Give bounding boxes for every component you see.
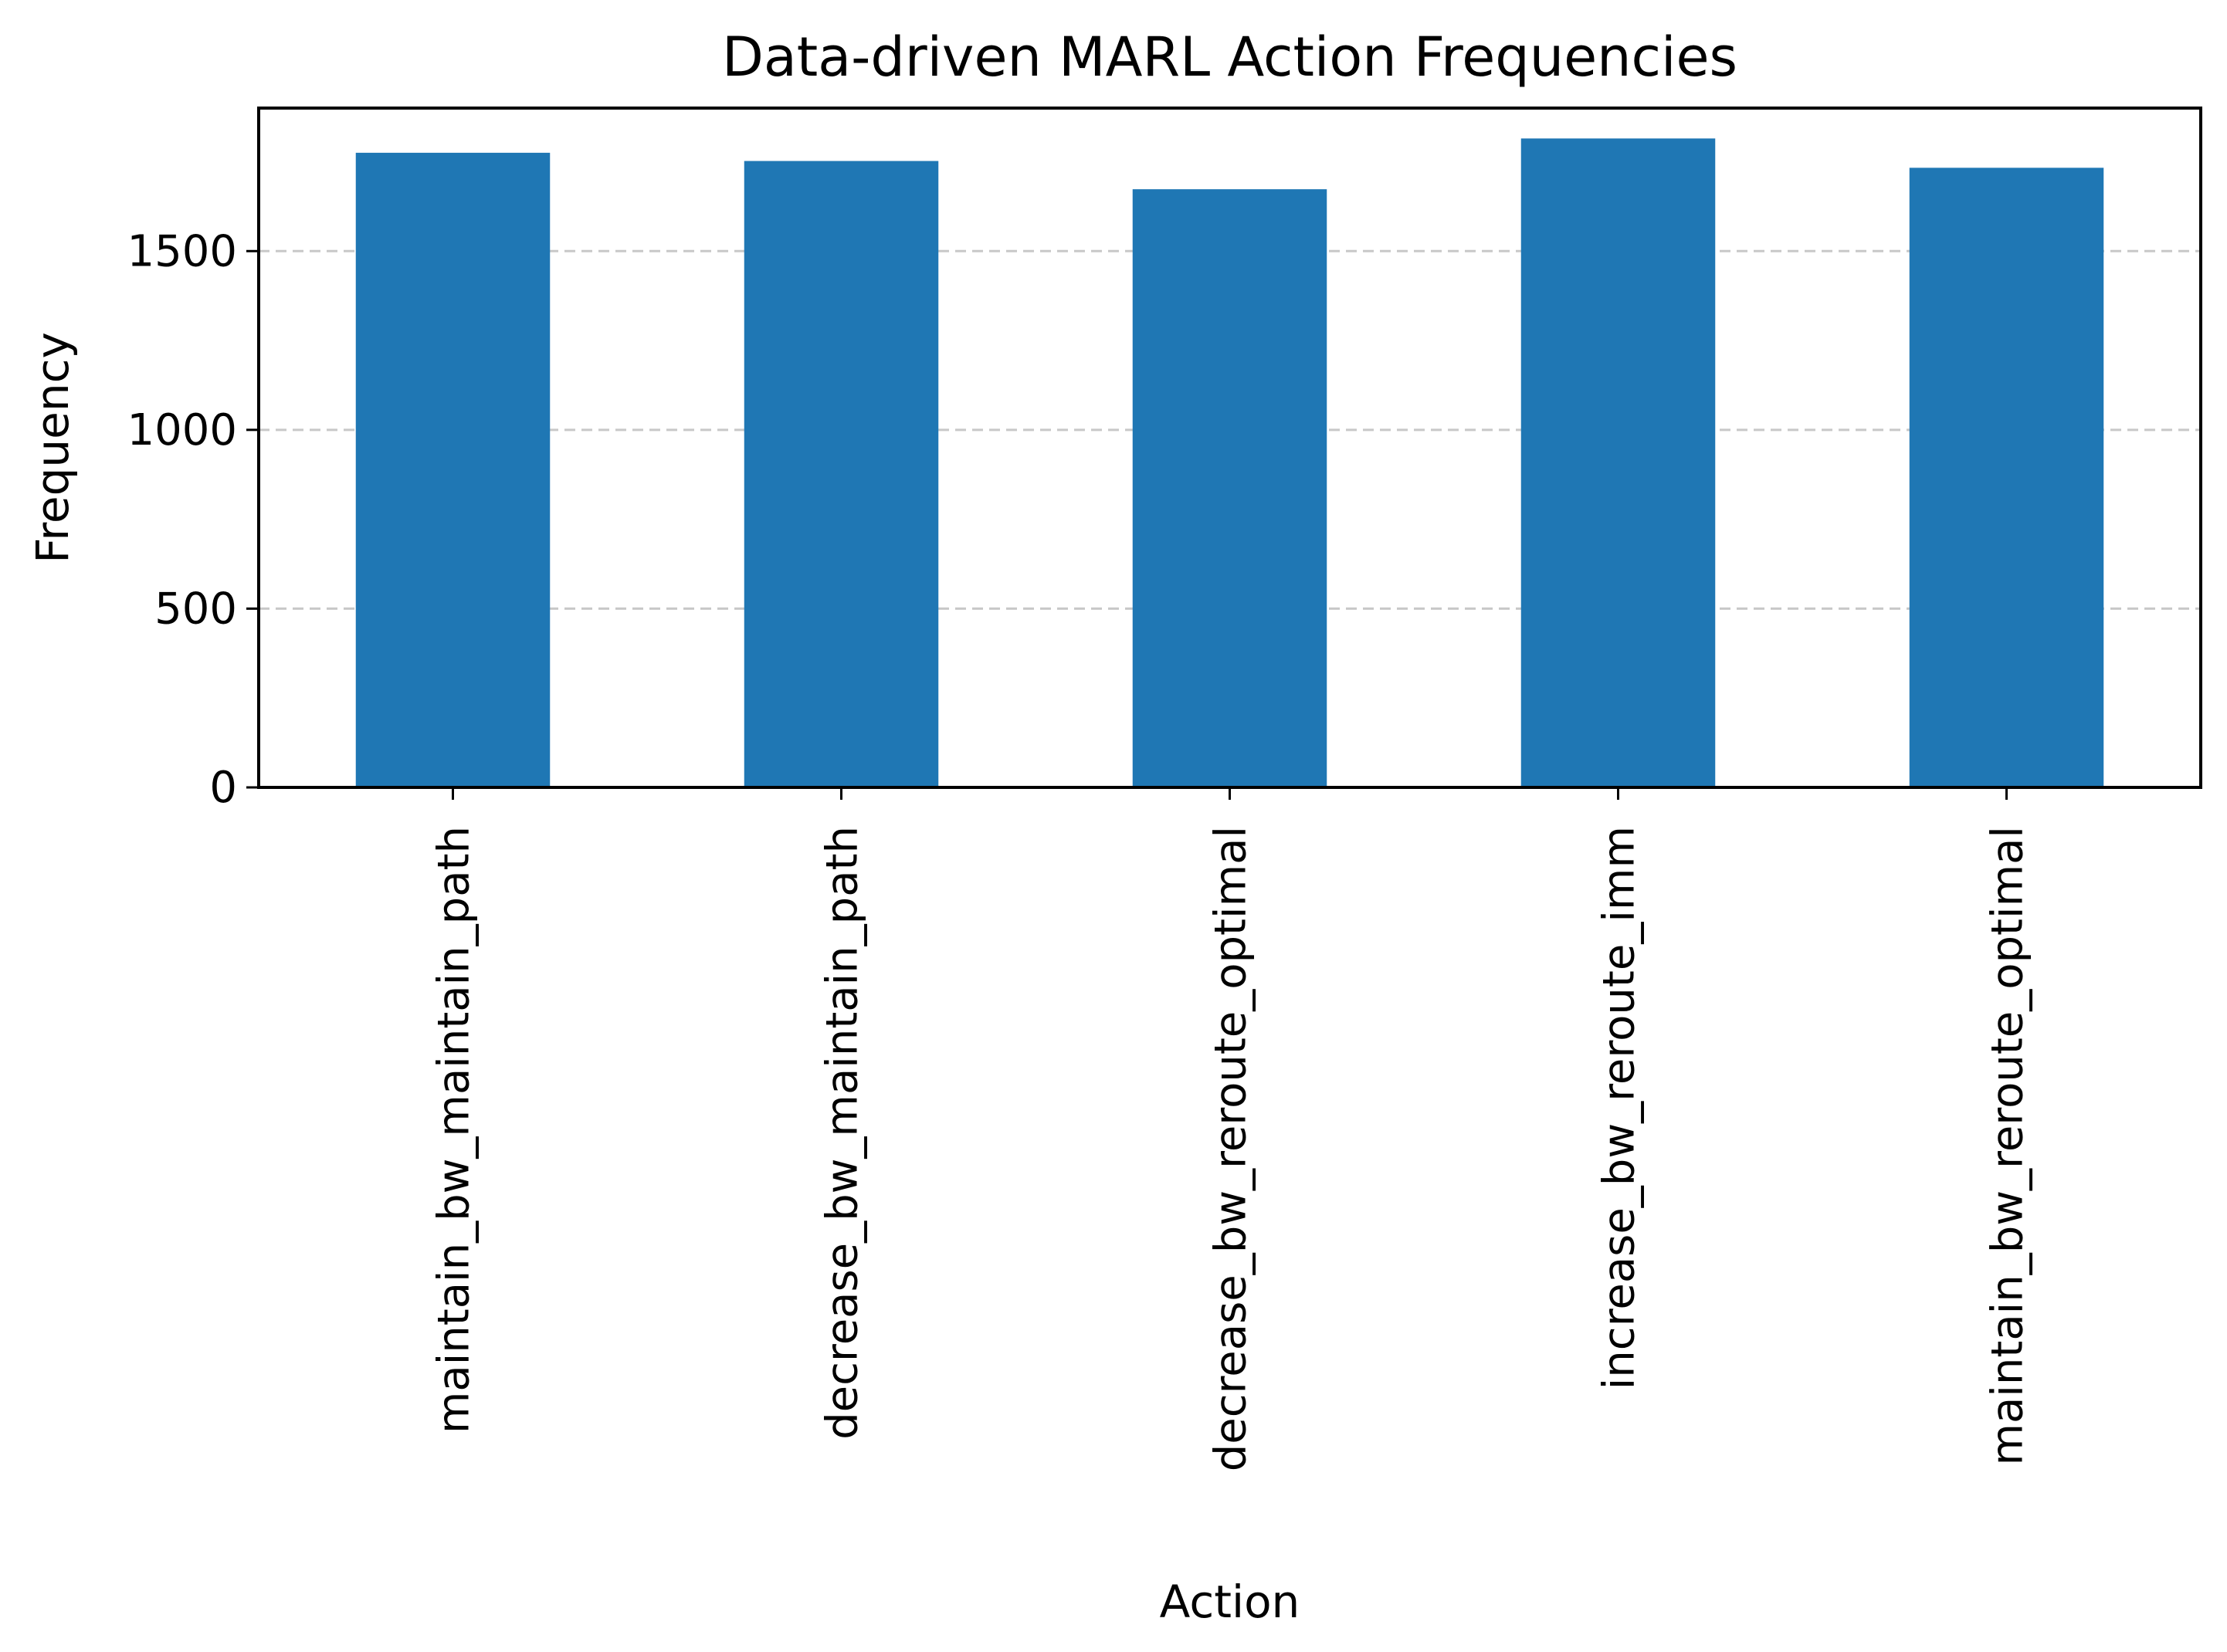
- y-tick-label: 500: [154, 584, 237, 634]
- y-axis-ticks: 0 500 1000 1500: [127, 226, 259, 813]
- x-tick-label: maintain_bw_maintain_path: [429, 826, 480, 1434]
- bar: [744, 161, 939, 787]
- y-tick-label: 0: [209, 763, 237, 813]
- bar: [1132, 189, 1327, 787]
- y-tick-label: 1500: [127, 226, 237, 276]
- x-tick-label: increase_bw_reroute_imm: [1595, 826, 1645, 1390]
- y-axis-label: Frequency: [26, 332, 79, 564]
- x-tick-label: decrease_bw_reroute_optimal: [1206, 826, 1256, 1471]
- bar: [355, 152, 551, 788]
- y-tick-label: 1000: [127, 405, 237, 455]
- chart-title: Data-driven MARL Action Frequencies: [722, 25, 1737, 89]
- x-tick-label: decrease_bw_maintain_path: [818, 826, 868, 1440]
- x-axis-ticks: maintain_bw_maintain_path decrease_bw_mai…: [429, 787, 2033, 1471]
- bars: [355, 138, 2104, 788]
- bar: [1520, 138, 1716, 788]
- bar: [1909, 168, 2104, 788]
- x-tick-label: maintain_bw_reroute_optimal: [1983, 826, 2033, 1466]
- x-axis-label: Action: [1160, 1576, 1300, 1628]
